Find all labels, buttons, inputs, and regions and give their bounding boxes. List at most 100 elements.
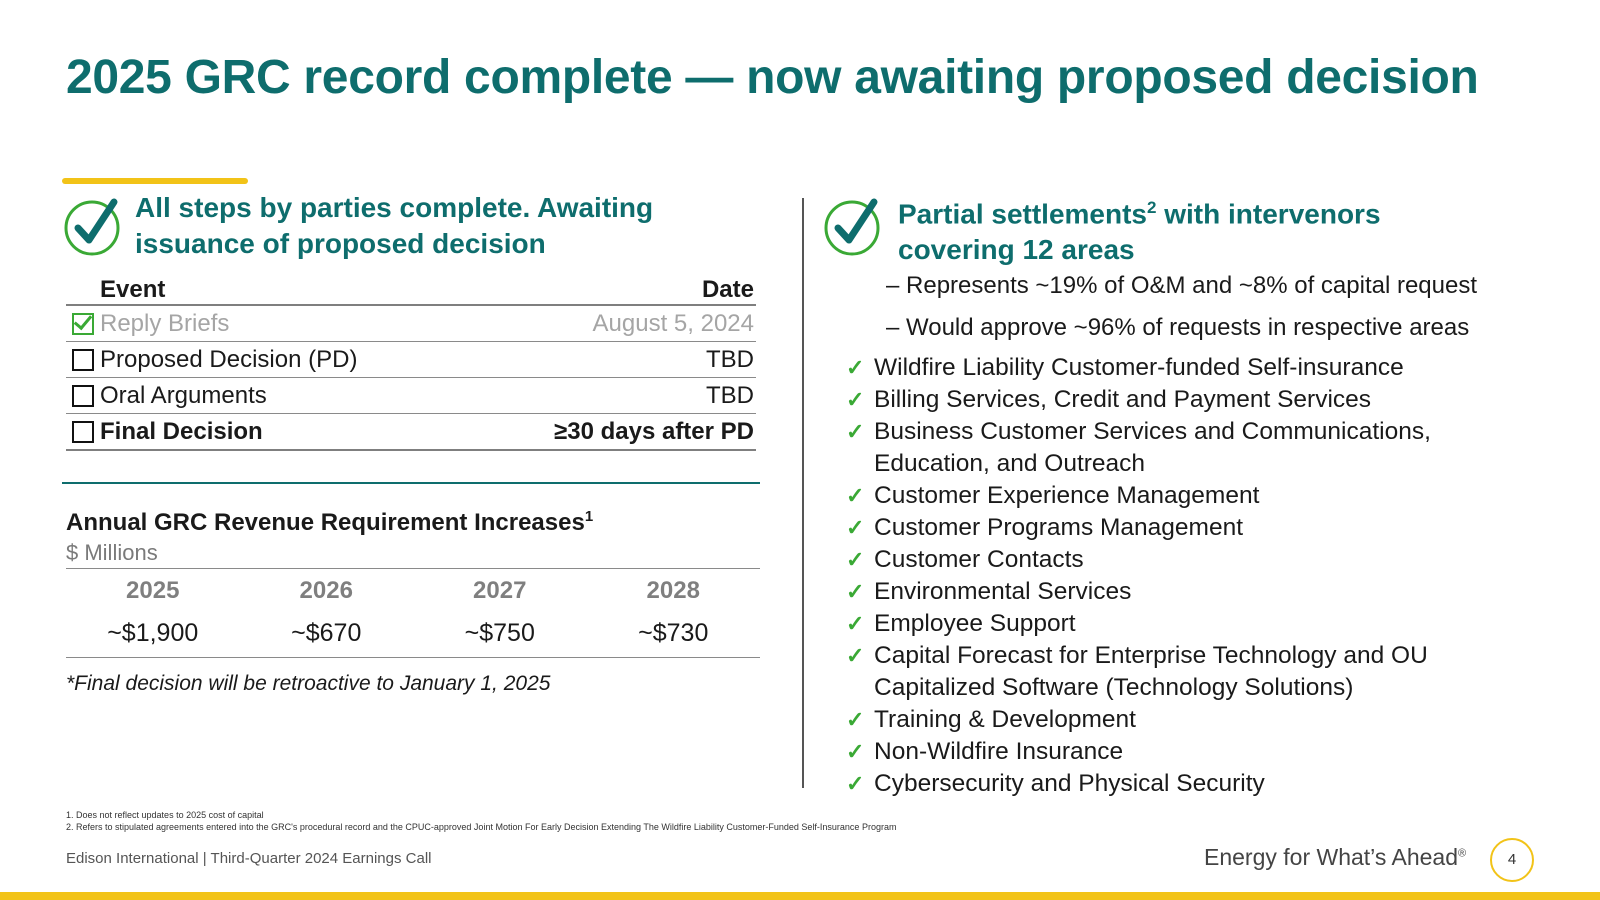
event-date: TBD [706, 345, 754, 373]
settlement-sub-bullets: – Represents ~19% of O&M and ~8% of capi… [886, 270, 1477, 354]
list-item: ✓ Customer Contacts [846, 544, 1431, 576]
slide-title: 2025 GRC record complete — now awaiting … [66, 51, 1479, 104]
section-divider [62, 482, 760, 484]
checkmark-icon: ✓ [846, 707, 865, 732]
checkmark-icon: ✓ [846, 547, 865, 572]
year-cell: 2025 [126, 577, 180, 604]
event-name: Reply Briefs [100, 309, 230, 337]
area-label: Customer Experience Management [874, 482, 1260, 509]
area-label: Cybersecurity and Physical Security [874, 770, 1265, 797]
value-cell: ~$1,900 [107, 619, 199, 647]
checkmark-icon: ✓ [846, 515, 865, 540]
event-column-header: Event [100, 276, 166, 303]
checkmark-icon: ✓ [846, 643, 865, 668]
area-label: Customer Contacts [874, 546, 1084, 573]
area-label: Customer Programs Management [874, 514, 1244, 541]
right-panel-heading: Partial settlements2 with intervenors co… [898, 190, 1381, 268]
event-date: ≥30 days after PD [554, 417, 754, 445]
sub-bullet: – Would approve ~96% of requests in resp… [886, 314, 1470, 341]
event-row: Oral Arguments TBD [66, 378, 756, 414]
list-item: ✓ Training & Development [846, 704, 1431, 736]
event-date: August 5, 2024 [592, 309, 754, 337]
list-item: ✓ Customer Experience Management [846, 480, 1431, 512]
area-label: Training & Development [874, 706, 1136, 733]
event-date: TBD [706, 381, 754, 409]
event-row: Final Decision ≥30 days after PD [66, 414, 756, 451]
checkmark-icon: ✓ [846, 483, 865, 508]
right-heading-text-rest: with intervenors [1156, 198, 1381, 230]
year-cell: 2028 [646, 577, 700, 604]
check-circle-icon [824, 198, 880, 256]
left-panel-heading: All steps by parties complete. Awaiting … [135, 190, 653, 262]
list-item: ✓ Cybersecurity and Physical Security [846, 768, 1431, 800]
retroactive-note: *Final decision will be retroactive to J… [66, 672, 551, 695]
area-label: Billing Services, Credit and Payment Ser… [874, 386, 1372, 413]
empty-box-icon [72, 384, 94, 407]
area-label: Wildfire Liability Customer-funded Self-… [874, 354, 1404, 381]
footer-tagline: Energy for What’s Ahead® [1204, 844, 1466, 871]
right-heading-text: Partial settlements [898, 198, 1147, 230]
year-cell: 2027 [473, 577, 527, 604]
year-cell: 2026 [299, 577, 353, 604]
footnote-ref: 2 [1147, 198, 1157, 217]
value-cell: ~$670 [291, 619, 362, 647]
checkmark-icon: ✓ [846, 611, 865, 636]
event-row: Reply Briefs August 5, 2024 [66, 306, 756, 342]
left-heading-line1: All steps by parties complete. Awaiting [135, 192, 654, 223]
footer-source: Edison International | Third-Quarter 202… [66, 850, 432, 867]
event-name: Final Decision [100, 417, 263, 445]
area-label: Non-Wildfire Insurance [874, 738, 1124, 765]
settlement-areas-list: ✓ Wildfire Liability Customer-funded Self… [846, 352, 1431, 800]
tagline-text: Energy for What’s Ahead [1204, 844, 1458, 870]
revenue-title: Annual GRC Revenue Requirement Increases… [66, 508, 593, 537]
list-item: ✓ Wildfire Liability Customer-funded Self… [846, 352, 1431, 384]
list-item: ✓ Employee Support [846, 608, 1431, 640]
area-label: Environmental Services [874, 578, 1132, 605]
page-number: 4 [1490, 838, 1534, 882]
footnote: 2. Refers to stipulated agreements enter… [66, 822, 897, 832]
left-heading-line2: issuance of proposed decision [135, 228, 546, 259]
checkmark-icon: ✓ [846, 579, 865, 604]
sub-bullet: – Represents ~19% of O&M and ~8% of capi… [886, 272, 1478, 299]
list-item: ✓ Business Customer Services and Communic… [846, 416, 1431, 480]
revenue-unit: $ Millions [66, 540, 158, 565]
checkmark-icon: ✓ [846, 739, 865, 764]
revenue-years-row: 2025 2026 2027 2028 [66, 569, 760, 613]
list-item: ✓ Billing Services, Credit and Payment Se… [846, 384, 1431, 416]
revenue-title-text: Annual GRC Revenue Requirement Increases [66, 509, 585, 536]
right-heading-line1: Partial settlements2 with intervenors [898, 190, 1381, 232]
revenue-values-row: ~$1,900 ~$670 ~$750 ~$730 [66, 613, 760, 657]
area-label: Capital Forecast for Enterprise Technolo… [874, 642, 1428, 701]
checked-box-icon [72, 312, 94, 335]
checkmark-icon: ✓ [846, 419, 865, 444]
checkmark-icon: ✓ [846, 387, 865, 412]
area-label: Business Customer Services and Communica… [874, 418, 1431, 477]
event-name: Oral Arguments [100, 381, 267, 409]
event-table: Event Date Reply Briefs August 5, 2024 P… [66, 270, 756, 451]
event-name: Proposed Decision (PD) [100, 345, 358, 373]
list-item: ✓ Non-Wildfire Insurance [846, 736, 1431, 768]
value-cell: ~$750 [464, 619, 535, 647]
footnote-ref: 1 [584, 508, 594, 525]
registered-mark: ® [1458, 847, 1467, 860]
right-heading-line2: covering 12 areas [898, 234, 1135, 266]
empty-box-icon [72, 348, 94, 371]
event-row: Proposed Decision (PD) TBD [66, 342, 756, 378]
footnotes: 1. Does not reflect updates to 2025 cost… [66, 809, 896, 833]
list-item: ✓ Customer Programs Management [846, 512, 1431, 544]
empty-box-icon [72, 420, 94, 443]
list-item: ✓ Environmental Services [846, 576, 1431, 608]
revenue-table: 2025 2026 2027 2028 ~$1,900 ~$670 ~$750 … [66, 568, 760, 658]
bottom-bar [0, 892, 1600, 900]
check-circle-icon [64, 198, 120, 256]
footnote: 1. Does not reflect updates to 2025 cost… [66, 810, 264, 820]
accent-bar [62, 178, 248, 184]
value-cell: ~$730 [638, 619, 709, 647]
column-divider [802, 198, 804, 788]
checkmark-icon: ✓ [846, 355, 865, 380]
date-column-header: Date [701, 276, 754, 303]
checkmark-icon: ✓ [846, 771, 865, 796]
area-label: Employee Support [874, 610, 1076, 637]
event-table-header: Event Date [66, 270, 756, 306]
list-item: ✓ Capital Forecast for Enterprise Technol… [846, 640, 1431, 704]
